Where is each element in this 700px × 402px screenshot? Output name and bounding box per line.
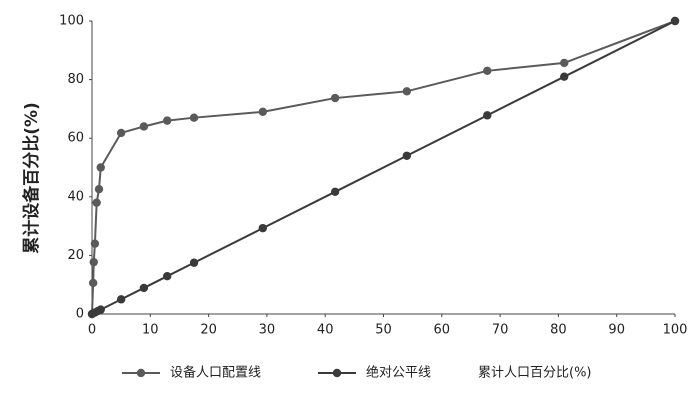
data-point (96, 163, 105, 172)
data-point (94, 184, 104, 194)
data-point (330, 93, 340, 103)
data-point (560, 58, 569, 68)
series-line (91, 20, 676, 315)
data-point (116, 128, 126, 138)
data-point (90, 239, 100, 248)
data-point (330, 187, 340, 197)
y-tick-label: 20 (67, 248, 84, 263)
data-point (89, 257, 98, 267)
data-point (402, 87, 412, 96)
x-tick-label: 70 (492, 323, 509, 338)
x-tick-label: 10 (142, 323, 159, 338)
data-point (258, 107, 268, 117)
y-axis-title: 累计设备百分比(%) (21, 102, 42, 254)
data-point (139, 122, 149, 131)
y-tick-label: 60 (67, 131, 84, 146)
x-tick-label: 60 (434, 323, 451, 338)
legend-marker (136, 368, 146, 378)
legend-label: 绝对公平线 (366, 365, 431, 381)
data-point (483, 111, 492, 120)
y-tick-label: 40 (67, 189, 84, 204)
x-tick-label: 0 (88, 323, 96, 338)
data-point (88, 278, 98, 288)
y-tick-label: 80 (67, 72, 84, 87)
x-tick-label: 100 (663, 323, 688, 338)
x-tick-label: 20 (200, 323, 217, 338)
data-point (670, 16, 680, 26)
x-tick-label: 80 (550, 323, 567, 338)
data-point (189, 258, 199, 267)
data-point (116, 295, 126, 304)
legend-label: 设备人口配置线 (170, 365, 261, 381)
x-tick-label: 90 (608, 323, 625, 338)
x-axis-title: 累计人口百分比(%) (478, 366, 592, 381)
data-point (96, 305, 105, 314)
data-point (258, 223, 268, 233)
data-point (483, 66, 492, 76)
y-tick-label: 100 (59, 14, 84, 29)
data-point (139, 283, 149, 293)
x-tick-label: 30 (259, 323, 276, 338)
data-point (163, 116, 172, 125)
x-tick-label: 40 (317, 323, 334, 338)
data-point (189, 113, 199, 122)
data-point (163, 272, 172, 281)
data-point (402, 151, 412, 160)
data-point (92, 198, 101, 207)
y-tick-label: 0 (76, 307, 84, 322)
x-tick-label: 50 (375, 323, 392, 338)
legend-marker (332, 368, 342, 378)
data-point (560, 72, 569, 81)
